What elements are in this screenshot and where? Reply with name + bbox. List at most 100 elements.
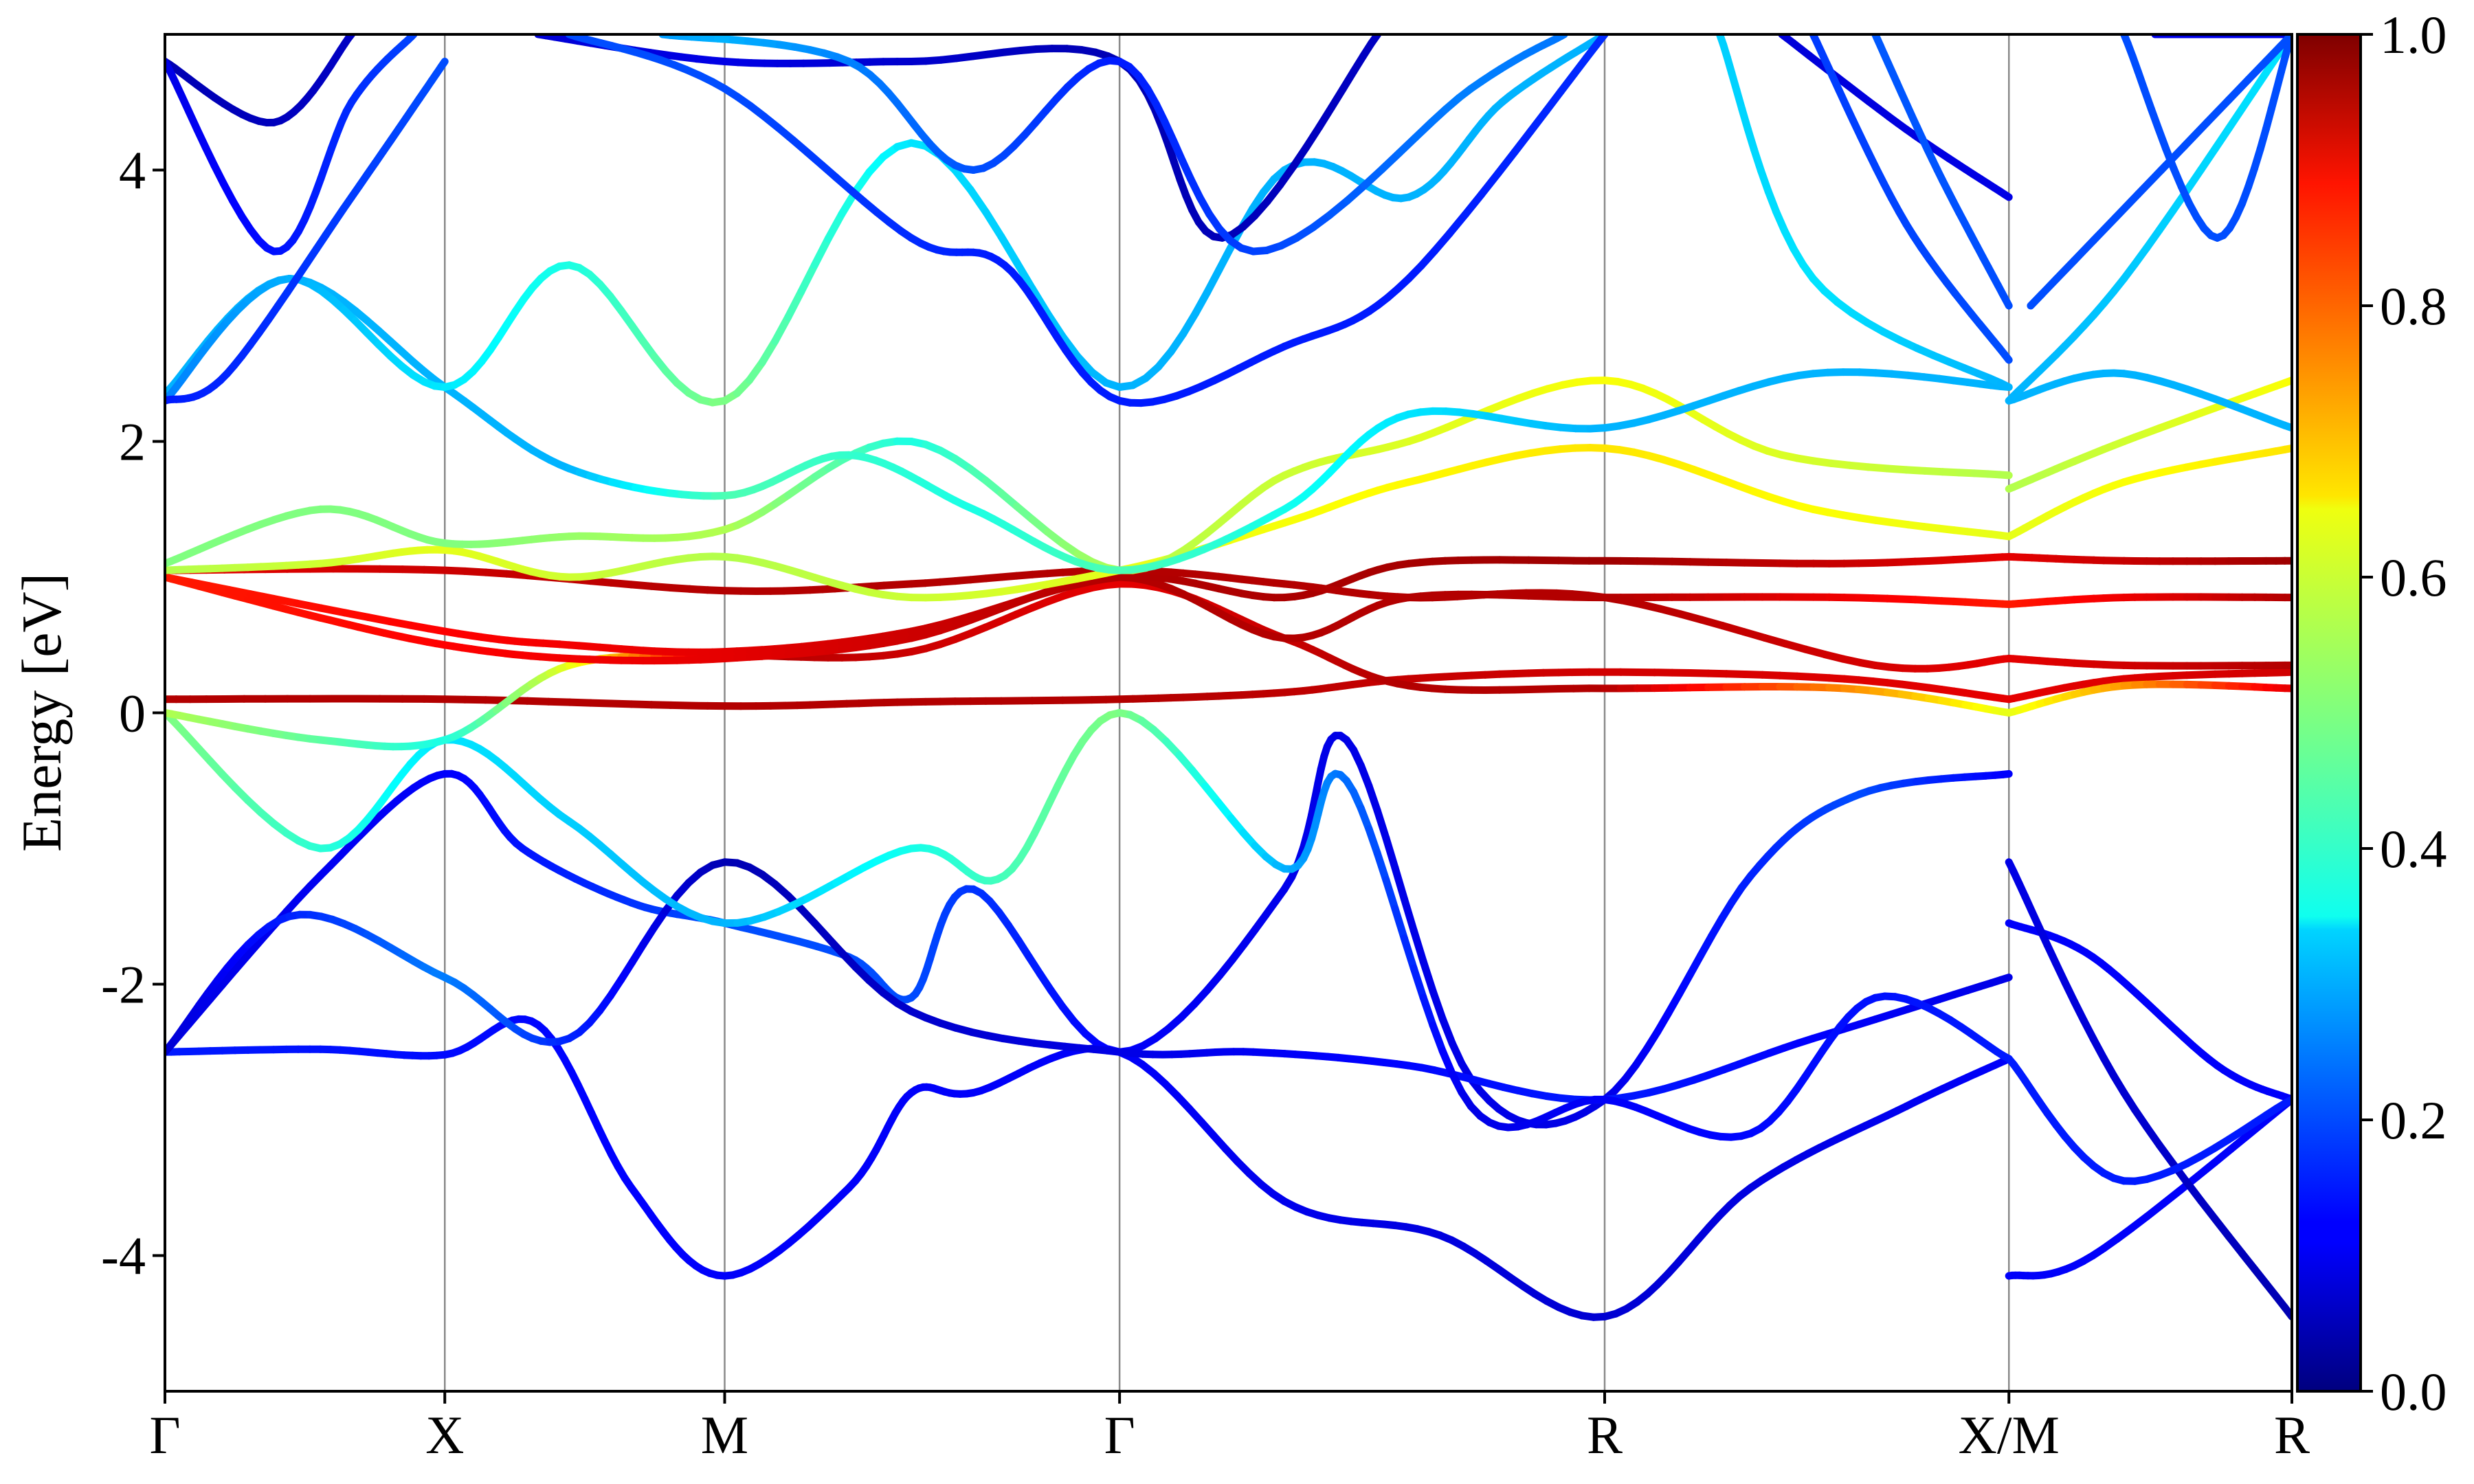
band-line — [2225, 104, 2247, 133]
y-tick-label: 0 — [119, 684, 146, 743]
band-line — [1378, 149, 1403, 173]
band-line — [1343, 181, 1369, 205]
band-line — [1419, 958, 1437, 996]
band-line — [851, 168, 873, 196]
band-line — [1409, 926, 1427, 965]
band-line — [1361, 166, 1386, 190]
y-tick-label: -2 — [101, 955, 146, 1015]
band-line — [2197, 1197, 2219, 1223]
band-line — [2197, 145, 2219, 174]
band-line — [966, 186, 990, 216]
colorbar-tick-label: 0.8 — [2380, 276, 2447, 336]
band-line — [1302, 123, 1323, 151]
y-axis-title: Energy [eV] — [10, 573, 73, 852]
band-line — [1431, 229, 1453, 255]
band-line — [797, 261, 818, 295]
band-line — [2155, 207, 2177, 234]
band-line — [2225, 76, 2253, 104]
x-tick-label: Γ — [1104, 1405, 1135, 1465]
band-line — [1315, 104, 1335, 131]
band-line — [1429, 1022, 1447, 1055]
band-line — [1382, 876, 1399, 913]
band-line — [2181, 118, 2211, 150]
band-line — [1365, 825, 1381, 857]
band-line — [1058, 333, 1082, 361]
colorbar-tick-label: 0.6 — [2380, 548, 2447, 607]
band-line — [784, 287, 805, 321]
band-line — [1400, 895, 1418, 934]
band-line — [2203, 96, 2233, 126]
band-line — [1429, 987, 1447, 1023]
band-line — [1043, 309, 1067, 341]
band-line — [1445, 210, 1469, 238]
x-tick-label: X — [425, 1405, 464, 1465]
band-line — [1013, 258, 1036, 293]
band-line — [2134, 166, 2165, 199]
colorbar — [2296, 33, 2362, 1393]
y-tick-label: 2 — [119, 412, 146, 472]
band-line — [2155, 1141, 2177, 1168]
band-line — [2183, 166, 2205, 194]
x-tick-label: R — [2274, 1405, 2310, 1465]
band-line — [1373, 849, 1390, 884]
band-line — [2090, 214, 2119, 244]
band-line — [771, 313, 792, 345]
band-line — [1592, 34, 1609, 49]
band-line — [2111, 190, 2142, 222]
band-line — [1382, 834, 1399, 872]
colorbar-tick-label: 0.2 — [2380, 1090, 2447, 1150]
band-line — [1203, 266, 1223, 296]
colorbar-tick-label: 1.0 — [2380, 5, 2447, 65]
band-line — [997, 233, 1021, 267]
band-line — [1400, 934, 1418, 972]
band-line — [1028, 284, 1051, 317]
x-tick-label: Γ — [149, 1405, 180, 1465]
band-line — [1419, 993, 1437, 1029]
y-tick-label: -4 — [101, 1226, 146, 1286]
band-line — [1391, 905, 1408, 943]
band-lines — [165, 34, 2292, 1321]
colorbar-tick-label: 0.0 — [2380, 1362, 2447, 1421]
band-line — [437, 58, 449, 71]
band-line — [2070, 236, 2098, 265]
band-line — [2001, 350, 2013, 364]
band-line — [982, 208, 1005, 240]
band-line — [317, 604, 349, 617]
band-line — [1289, 143, 1311, 170]
x-tick-label: M — [701, 1405, 748, 1465]
band-line — [2001, 190, 2013, 201]
band-line — [1542, 87, 1565, 115]
band-line — [1391, 864, 1408, 903]
band-line — [1461, 190, 1486, 218]
band-line — [1997, 974, 2013, 984]
band-line — [758, 337, 779, 366]
band-line — [2157, 142, 2189, 174]
band-line — [2244, 57, 2270, 84]
band-line — [2183, 1178, 2205, 1205]
band-line — [1438, 1015, 1456, 1047]
band-line — [1373, 807, 1390, 842]
band-line — [1511, 127, 1535, 157]
band-line — [1215, 245, 1234, 274]
band-line — [247, 590, 278, 603]
x-tick-label: X/M — [1959, 1405, 2060, 1465]
x-tick-label: R — [1587, 1405, 1623, 1465]
band-line — [824, 210, 846, 243]
band-line — [293, 599, 325, 612]
band-line — [1191, 288, 1212, 317]
band-line — [1365, 782, 1381, 815]
y-tick-label: 4 — [119, 141, 146, 201]
band-line — [1996, 379, 2013, 391]
band-line — [1409, 964, 1427, 1002]
x-axis: Γ X M Γ R X/M R — [149, 1391, 2310, 1465]
band-line — [1179, 309, 1199, 338]
band-line — [1494, 148, 1519, 177]
band-line — [810, 235, 832, 269]
band-line — [1438, 1047, 1456, 1078]
colorbar-ticks: 0.0 0.2 0.4 0.6 0.8 1.0 — [2361, 5, 2447, 1421]
band-line — [1478, 170, 1502, 199]
colorbar-tick-label: 0.4 — [2380, 819, 2447, 879]
band-line — [951, 166, 974, 194]
band-line — [2211, 124, 2233, 153]
